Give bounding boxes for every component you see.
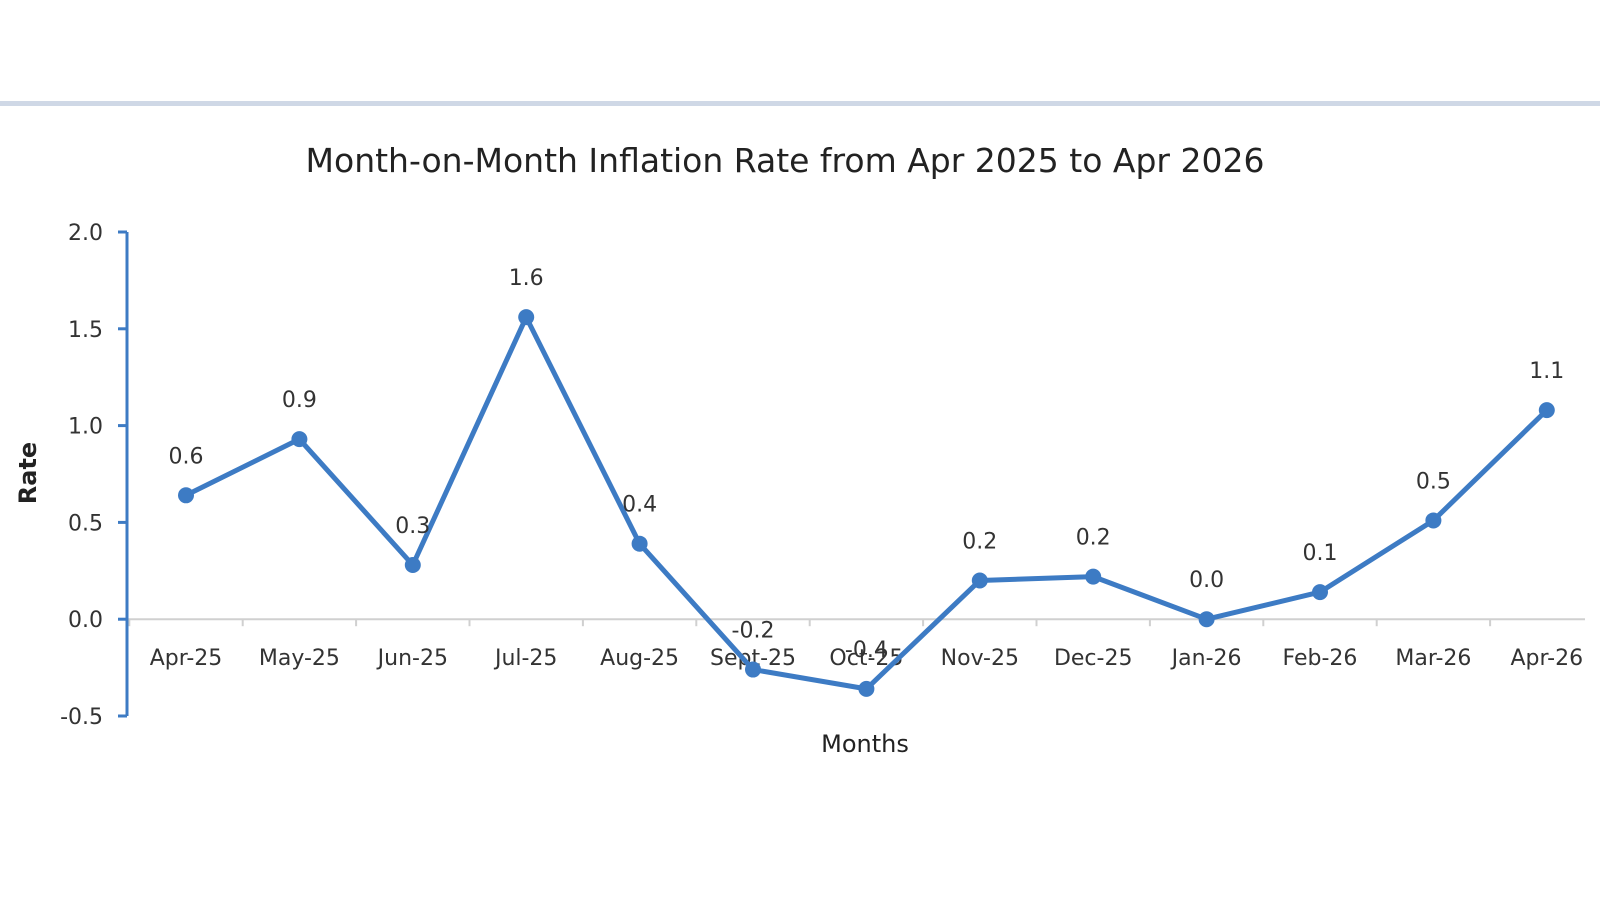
y-tick-label: -0.5: [60, 705, 103, 730]
data-point: [1312, 584, 1328, 601]
data-point: [178, 487, 194, 504]
data-point: [1425, 512, 1442, 529]
data-point: [971, 572, 988, 589]
data-label: 0.5: [1416, 469, 1451, 494]
x-tick-labels: Apr-25 May-25 Jun-25 Jul-25 Aug-25 Sept-25 Oct…: [150, 646, 1583, 671]
data-points: [178, 309, 1555, 697]
x-tick-label: Dec-25: [1054, 646, 1133, 671]
series-polyline: [183, 314, 1550, 692]
x-axis-title: Months: [821, 730, 909, 758]
data-label: 0.6: [169, 444, 204, 469]
chart-title: Month-on-Month Inflation Rate from Apr 2…: [306, 141, 1265, 180]
y-tick-label: 1.0: [68, 415, 103, 440]
y-axis-title: Rate: [14, 442, 42, 504]
data-label: 1.6: [509, 266, 544, 291]
data-label: -0.4: [845, 638, 888, 663]
x-tick-label: Jan-26: [1170, 646, 1242, 671]
data-point: [1198, 611, 1215, 628]
x-tick-label: Jul-25: [493, 646, 557, 671]
data-label: 0.0: [1189, 568, 1224, 593]
data-point: [745, 661, 761, 678]
x-tick-label: Jun-25: [376, 646, 448, 671]
data-label: 0.9: [282, 388, 317, 413]
data-label: 0.2: [1076, 526, 1111, 551]
y-tick-label: 2.0: [68, 221, 103, 246]
y-tick-label: 0.0: [68, 608, 103, 633]
x-tick-label: Nov-25: [941, 646, 1019, 671]
axes: [118, 230, 1585, 718]
data-point: [404, 556, 421, 573]
x-tick-label: Aug-25: [600, 646, 679, 671]
data-label: 0.3: [395, 514, 430, 539]
y-tick-label: 1.5: [68, 318, 103, 343]
data-labels: 0.6 0.9 0.3 1.6 0.4 -0.2 -0.4 0.2 0.2 0.0 0.1 0.5 1.…: [169, 266, 1565, 663]
x-tick-label: May-25: [259, 646, 340, 671]
y-tick-label: 0.5: [68, 511, 103, 536]
data-label: 0.1: [1303, 541, 1338, 566]
x-tick-label: Apr-26: [1511, 646, 1584, 671]
x-tick-label: Mar-26: [1395, 646, 1471, 671]
data-label: 0.2: [962, 529, 997, 554]
data-point: [291, 431, 308, 448]
y-tick-labels: 2.0 1.5 1.0 0.5 0.0 -0.5: [60, 221, 103, 730]
data-point: [1538, 402, 1555, 419]
x-tick-label: Feb-26: [1283, 646, 1358, 671]
x-tick-label: Apr-25: [150, 646, 223, 671]
data-point: [858, 680, 875, 697]
top-divider: [0, 101, 1600, 106]
data-point: [631, 535, 648, 552]
series-line: [183, 314, 1550, 692]
data-label: 1.1: [1529, 359, 1564, 384]
data-label: -0.2: [732, 619, 775, 644]
data-point: [518, 309, 535, 326]
data-label: 0.4: [622, 493, 657, 518]
data-point: [1085, 568, 1102, 585]
